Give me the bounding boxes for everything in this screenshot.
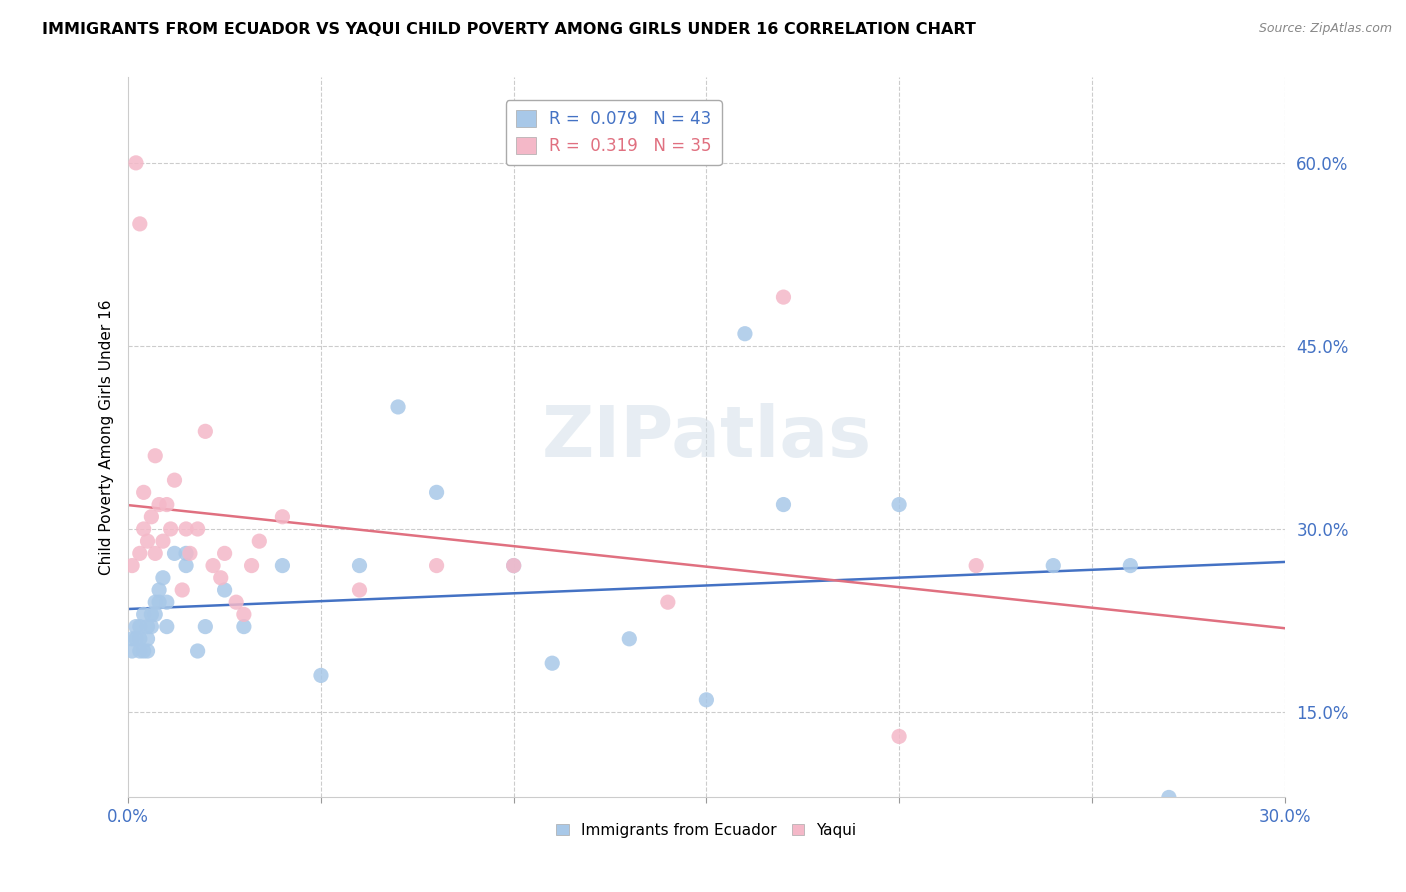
Point bbox=[132, 607, 155, 622]
Point bbox=[202, 558, 225, 573]
Point bbox=[156, 595, 179, 609]
Point bbox=[194, 425, 217, 439]
Point bbox=[132, 522, 155, 536]
Point bbox=[387, 400, 409, 414]
Point bbox=[887, 498, 910, 512]
Point bbox=[657, 595, 679, 609]
Point bbox=[148, 582, 170, 597]
Point bbox=[187, 522, 209, 536]
Point bbox=[163, 546, 186, 560]
Point bbox=[965, 558, 987, 573]
Point bbox=[148, 595, 170, 609]
Point bbox=[349, 582, 371, 597]
Point bbox=[143, 546, 166, 560]
Point bbox=[179, 546, 201, 560]
Point bbox=[132, 644, 155, 658]
Point bbox=[502, 558, 524, 573]
Point bbox=[695, 693, 717, 707]
Point bbox=[772, 498, 794, 512]
Point bbox=[271, 509, 294, 524]
Point bbox=[136, 644, 159, 658]
Point bbox=[619, 632, 641, 646]
Point bbox=[156, 498, 179, 512]
Point bbox=[128, 217, 150, 231]
Point bbox=[141, 619, 163, 633]
Point bbox=[143, 449, 166, 463]
Point bbox=[541, 657, 564, 671]
Point bbox=[128, 546, 150, 560]
Point bbox=[772, 290, 794, 304]
Point bbox=[143, 595, 166, 609]
Point bbox=[152, 571, 174, 585]
Point bbox=[125, 632, 148, 646]
Point bbox=[209, 571, 232, 585]
Text: IMMIGRANTS FROM ECUADOR VS YAQUI CHILD POVERTY AMONG GIRLS UNDER 16 CORRELATION : IMMIGRANTS FROM ECUADOR VS YAQUI CHILD P… bbox=[42, 22, 976, 37]
Point bbox=[309, 668, 332, 682]
Point bbox=[136, 632, 159, 646]
Point bbox=[125, 156, 148, 170]
Point bbox=[136, 619, 159, 633]
Point bbox=[128, 619, 150, 633]
Point bbox=[426, 558, 449, 573]
Point bbox=[125, 619, 148, 633]
Point bbox=[1042, 558, 1064, 573]
Text: ZIPatlas: ZIPatlas bbox=[541, 403, 872, 472]
Point bbox=[174, 558, 197, 573]
Point bbox=[121, 632, 143, 646]
Point bbox=[163, 473, 186, 487]
Point bbox=[349, 558, 371, 573]
Legend: Immigrants from Ecuador, Yaqui: Immigrants from Ecuador, Yaqui bbox=[550, 816, 862, 844]
Point bbox=[143, 607, 166, 622]
Point bbox=[159, 522, 181, 536]
Point bbox=[247, 534, 270, 549]
Point bbox=[734, 326, 756, 341]
Point bbox=[128, 632, 150, 646]
Point bbox=[136, 534, 159, 549]
Point bbox=[141, 509, 163, 524]
Point bbox=[174, 522, 197, 536]
Point bbox=[426, 485, 449, 500]
Point bbox=[214, 582, 236, 597]
Point bbox=[141, 607, 163, 622]
Point bbox=[1119, 558, 1142, 573]
Point bbox=[152, 534, 174, 549]
Point bbox=[271, 558, 294, 573]
Point bbox=[887, 730, 910, 744]
Point bbox=[232, 607, 254, 622]
Point bbox=[128, 644, 150, 658]
Point bbox=[1157, 790, 1180, 805]
Point bbox=[214, 546, 236, 560]
Point bbox=[121, 558, 143, 573]
Point bbox=[121, 644, 143, 658]
Point bbox=[132, 485, 155, 500]
Point bbox=[240, 558, 263, 573]
Point bbox=[187, 644, 209, 658]
Text: Source: ZipAtlas.com: Source: ZipAtlas.com bbox=[1258, 22, 1392, 36]
Point bbox=[232, 619, 254, 633]
Point bbox=[172, 582, 194, 597]
Point bbox=[174, 546, 197, 560]
Point bbox=[148, 498, 170, 512]
Point bbox=[225, 595, 247, 609]
Point bbox=[194, 619, 217, 633]
Y-axis label: Child Poverty Among Girls Under 16: Child Poverty Among Girls Under 16 bbox=[100, 300, 114, 575]
Point bbox=[156, 619, 179, 633]
Point bbox=[502, 558, 524, 573]
